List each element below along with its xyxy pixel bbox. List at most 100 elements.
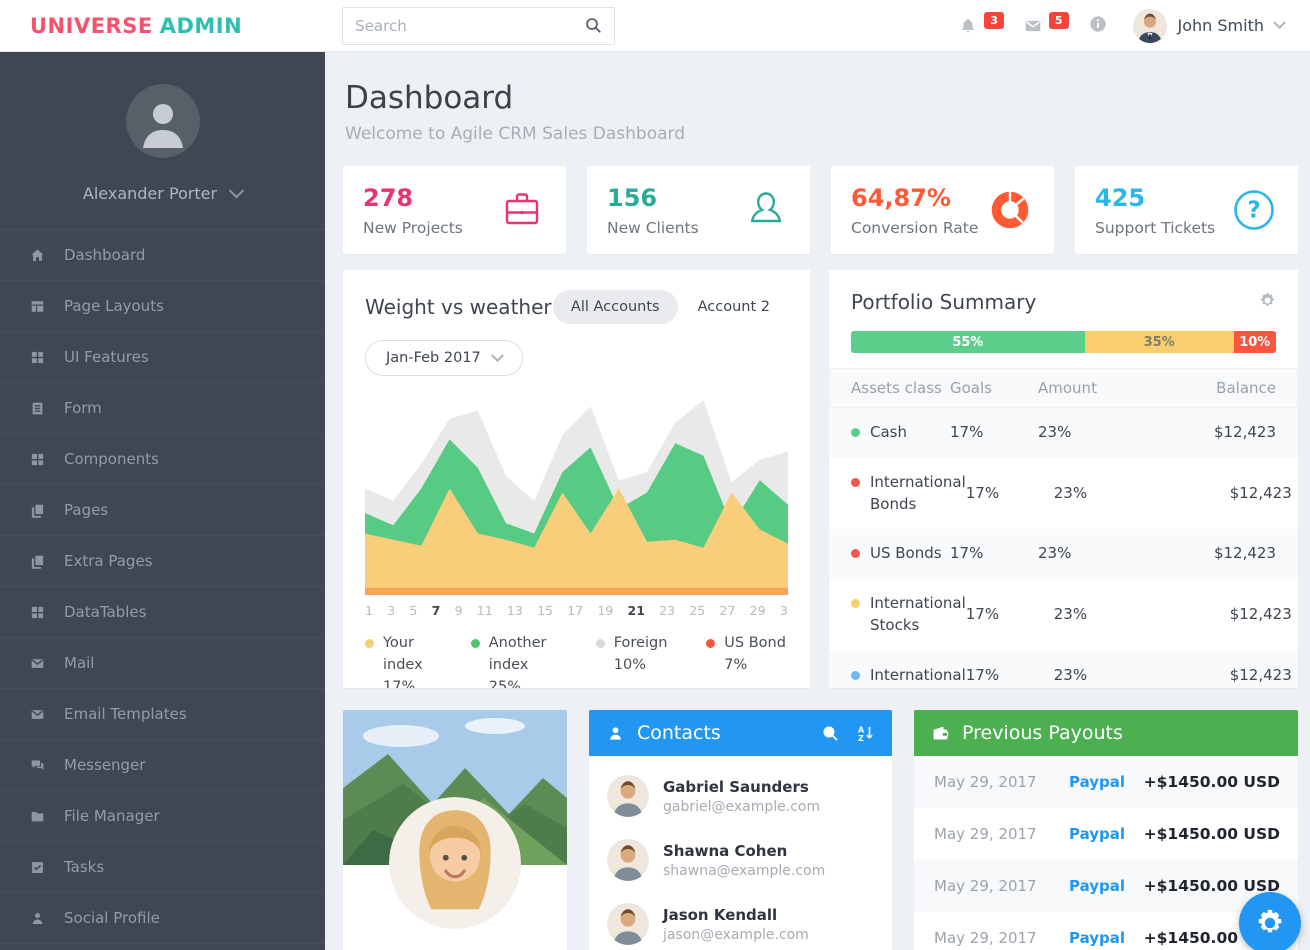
x-tick: 3 — [387, 603, 396, 618]
x-tick: 13 — [506, 603, 523, 618]
sidebar-item-icon — [32, 861, 43, 873]
sidebar-item[interactable]: DataTables — [0, 587, 325, 638]
x-tick: 15 — [537, 603, 553, 618]
envelope-icon — [1025, 20, 1041, 31]
notifications-button[interactable]: 3 — [959, 12, 1004, 35]
table-row[interactable]: International 17% 23% $12,423 — [829, 650, 1298, 688]
portfolio-settings-button[interactable] — [1259, 292, 1276, 313]
sidebar-item-label: Mail — [64, 654, 95, 672]
chevron-down-icon — [490, 348, 504, 362]
stat-label: Conversion Rate — [851, 218, 979, 237]
payout-method-link[interactable]: Paypal — [1069, 929, 1126, 947]
contact-email: shawna@example.com — [663, 862, 826, 879]
contacts-search-icon[interactable] — [822, 725, 839, 742]
sidebar-item-label: Page Layouts — [64, 297, 164, 315]
sidebar-item[interactable]: Extra Pages — [0, 536, 325, 587]
chevron-down-icon — [228, 182, 245, 199]
search-input[interactable] — [355, 16, 586, 35]
table-row[interactable]: International Stocks 17% 23% $12,423 — [829, 579, 1298, 651]
x-tick: 5 — [409, 603, 418, 618]
legend-item: Foreign 10% — [595, 633, 707, 688]
search-icon[interactable] — [585, 17, 602, 34]
sidebar-item[interactable]: Social Profile — [0, 893, 325, 944]
sidebar-item[interactable]: Form — [0, 383, 325, 434]
sidebar-item[interactable]: Mail — [0, 638, 325, 689]
messages-button[interactable]: 5 — [1024, 12, 1069, 35]
sidebar-item[interactable]: Messenger — [0, 740, 325, 791]
notifications-badge: 3 — [984, 12, 1004, 29]
sidebar-avatar — [125, 84, 200, 158]
asset-goals: 17% — [965, 604, 1000, 623]
payout-method-link[interactable]: Paypal — [1069, 877, 1126, 895]
sidebar-item[interactable]: File Manager — [0, 791, 325, 842]
payout-row[interactable]: May 29, 2017 Paypal +$1450.00 USD — [914, 756, 1298, 808]
payout-row[interactable]: May 29, 2017 Paypal +$1450.00 USD — [914, 808, 1298, 860]
svg-text:A: A — [858, 725, 865, 734]
brand-part-1: UNIVERSE — [30, 13, 153, 38]
stat-card[interactable]: 425 Support Tickets ? — [1075, 166, 1298, 254]
progress-segment: 55% — [851, 331, 1085, 353]
settings-fab-button[interactable] — [1239, 892, 1301, 950]
progress-segment: 35% — [1084, 331, 1234, 353]
legend-label: US Bond 7% — [724, 635, 786, 673]
payout-date: May 29, 2017 — [934, 929, 1037, 947]
payout-method-link[interactable]: Paypal — [1069, 825, 1126, 843]
stat-label: New Projects — [363, 218, 463, 237]
legend-item: Another index 25% — [470, 633, 596, 688]
table-row[interactable]: US Bonds 17% 23% $12,423 — [829, 529, 1298, 579]
sidebar-item-icon — [31, 555, 44, 569]
sidebar-item-icon — [31, 504, 44, 518]
contact-email: gabriel@example.com — [663, 798, 821, 815]
payout-row[interactable]: May 29, 2017 Paypal +$1450.00 USD — [914, 860, 1298, 912]
period-value: Jan-Feb 2017 — [386, 350, 481, 366]
x-tick: 29 — [749, 603, 766, 618]
payouts-header: Previous Payouts — [914, 710, 1298, 756]
stat-value: 156 — [607, 183, 658, 212]
sidebar-item[interactable]: UI Features — [0, 332, 325, 383]
stat-value: 64,87% — [851, 183, 951, 212]
payout-method-link[interactable]: Paypal — [1069, 773, 1126, 791]
sidebar-profile-menu[interactable]: Alexander Porter — [83, 182, 245, 203]
asset-goals: 17% — [950, 544, 984, 563]
sidebar-item[interactable]: Dashboard — [0, 230, 325, 281]
sidebar-item-icon — [31, 351, 44, 363]
main-content: Dashboard Welcome to Agile CRM Sales Das… — [325, 52, 1310, 950]
sidebar-item-icon — [31, 300, 44, 312]
legend-item: US Bond 7% — [706, 633, 788, 688]
tab-account-2[interactable]: Account 2 — [697, 299, 770, 315]
table-row[interactable]: International Bonds 17% 23% $12,423 — [829, 457, 1298, 530]
brand-logo[interactable]: UNIVERSE ADMIN — [30, 14, 242, 38]
tab-all-accounts[interactable]: All Accounts — [552, 290, 678, 324]
contact-row[interactable]: Shawna Cohen shawna@example.com — [607, 828, 874, 892]
sidebar-item-icon — [31, 606, 44, 618]
period-dropdown[interactable]: Jan-Feb 2017 — [365, 340, 523, 376]
stat-icon: ? — [1234, 190, 1274, 230]
stat-card[interactable]: 64,87% Conversion Rate — [831, 166, 1054, 254]
search-box — [342, 6, 616, 45]
stat-card[interactable]: 278 New Projects — [343, 166, 566, 254]
contact-email: jason@example.com — [663, 926, 809, 943]
sidebar-item-label: Messenger — [64, 756, 146, 774]
info-button[interactable] — [1089, 15, 1107, 37]
payout-date: May 29, 2017 — [934, 825, 1037, 843]
stat-card[interactable]: 156 New Clients — [587, 166, 810, 254]
user-menu[interactable]: John Smith — [1132, 8, 1286, 43]
previous-payouts-panel: Previous Payouts May 29, 2017 Paypal +$1… — [914, 710, 1298, 950]
contact-row[interactable]: Gabriel Saunders gabriel@example.com — [607, 764, 874, 828]
payout-date: May 29, 2017 — [934, 773, 1037, 791]
sidebar-item[interactable]: Components — [0, 434, 325, 485]
sort-az-icon[interactable]: AZ — [857, 725, 874, 742]
contact-row[interactable]: Jason Kendall jason@example.com — [607, 892, 874, 950]
sidebar-item[interactable]: Pages — [0, 485, 325, 536]
payout-row[interactable]: May 29, 2017 Paypal +$1450.00 USD — [914, 912, 1298, 950]
sidebar-item[interactable]: Page Layouts — [0, 281, 325, 332]
table-row[interactable]: Cash 17% 23% $12,423 — [829, 408, 1298, 458]
sidebar-item[interactable]: Email Templates — [0, 689, 325, 740]
stat-icon — [505, 193, 539, 225]
profile-avatar — [385, 793, 525, 933]
sidebar-item[interactable]: Tasks — [0, 842, 325, 893]
messages-badge: 5 — [1048, 12, 1069, 29]
